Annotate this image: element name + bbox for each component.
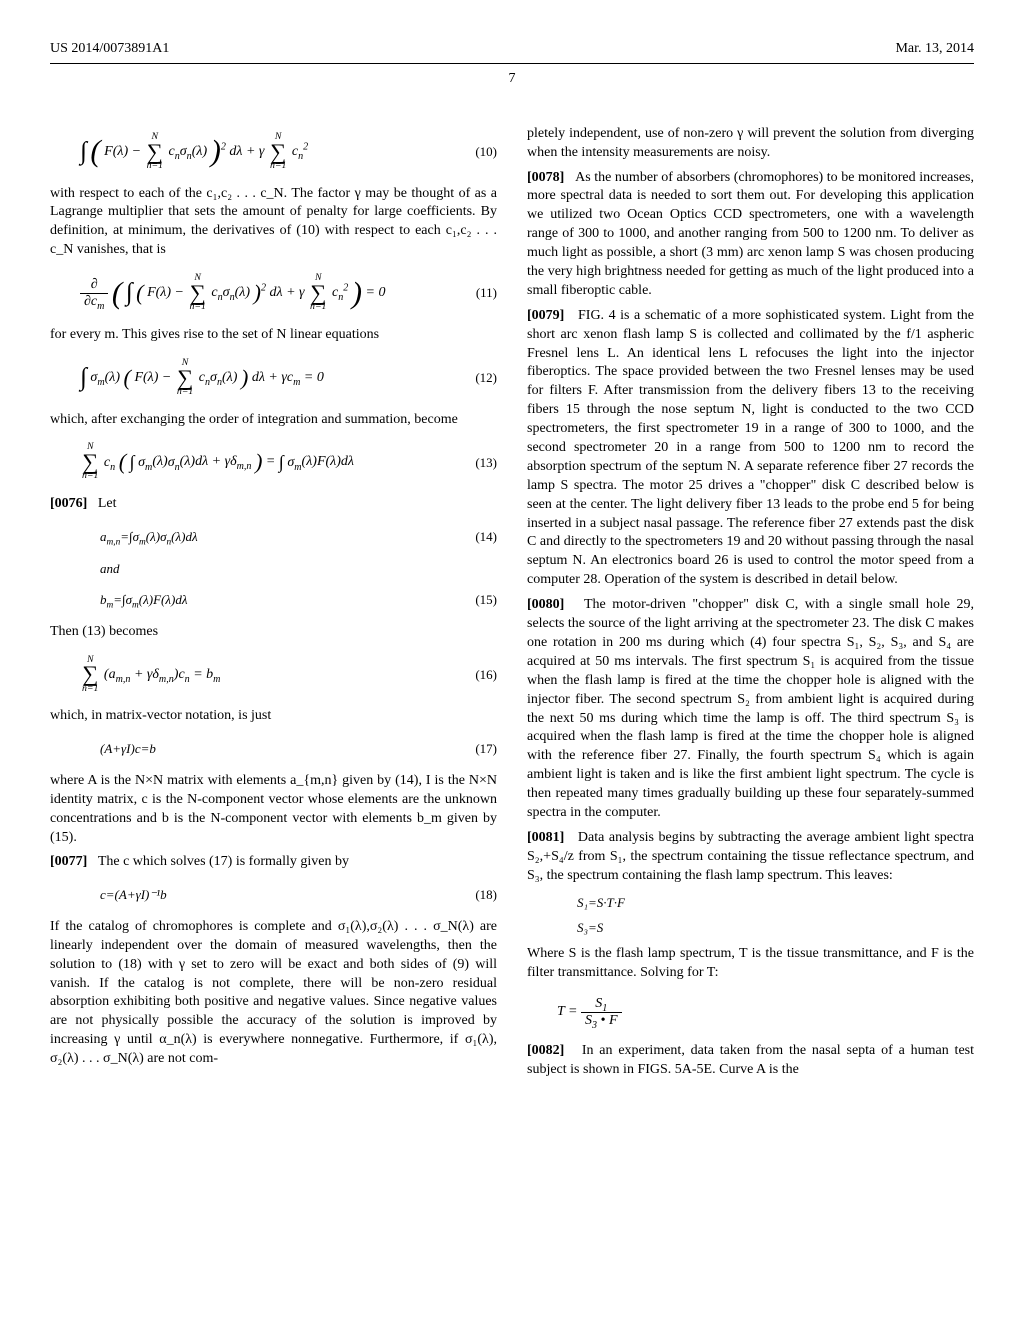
para-number: [0080] bbox=[527, 597, 564, 612]
page-number: 7 bbox=[50, 70, 974, 89]
para-text: Data analysis begins by subtracting the … bbox=[527, 830, 974, 883]
publication-date: Mar. 13, 2014 bbox=[895, 40, 974, 59]
page-header: US 2014/0073891A1 Mar. 13, 2014 bbox=[50, 40, 974, 64]
paragraph-78: [0078] As the number of absorbers (chrom… bbox=[527, 169, 974, 301]
eq-number: (18) bbox=[457, 886, 497, 904]
para-number: [0079] bbox=[527, 308, 564, 323]
paragraph-text: Where S is the flash lamp spectrum, T is… bbox=[527, 945, 974, 983]
paragraph-text: which, in matrix-vector notation, is jus… bbox=[50, 707, 497, 726]
paragraph-81: [0081] Data analysis begins by subtracti… bbox=[527, 829, 974, 886]
para-text: The motor-driven "chopper" disk C, with … bbox=[527, 597, 974, 820]
equation-17: (A+γI)c=b (17) bbox=[50, 740, 497, 758]
equation-15: bm=∫σm(λ)F(λ)dλ (15) bbox=[50, 591, 497, 609]
paragraph-text: If the catalog of chromophores is comple… bbox=[50, 918, 497, 1069]
eq-number: (15) bbox=[457, 591, 497, 609]
para-number: [0076] bbox=[50, 496, 87, 511]
equation-13: N∑n=1 cn ( ∫ σm(λ)σn(λ)dλ + γδm,n ) = ∫ … bbox=[50, 443, 497, 481]
para-number: [0077] bbox=[50, 854, 87, 869]
paragraph-text: which, after exchanging the order of int… bbox=[50, 411, 497, 430]
equation-s3: S₃=S bbox=[527, 919, 974, 937]
para-text: Let bbox=[98, 496, 117, 511]
para-text: In an experiment, data taken from the na… bbox=[527, 1043, 974, 1077]
paragraph-79: [0079] FIG. 4 is a schematic of a more s… bbox=[527, 307, 974, 590]
equation-14: am,n=∫σm(λ)σn(λ)dλ (14) bbox=[50, 528, 497, 546]
and-text: and bbox=[50, 560, 497, 578]
equation-11: ∂∂cm ( ∫ ( F(λ) − N∑n=1 cnσn(λ) )2 dλ + … bbox=[50, 274, 497, 312]
paragraph-77: [0077] The c which solves (17) is formal… bbox=[50, 853, 497, 872]
then-text: Then (13) becomes bbox=[50, 623, 497, 642]
para-number: [0081] bbox=[527, 830, 564, 845]
para-text: The c which solves (17) is formally give… bbox=[98, 854, 349, 869]
paragraph-76: [0076] Let bbox=[50, 495, 497, 514]
paragraph-82: [0082] In an experiment, data taken from… bbox=[527, 1042, 974, 1080]
paragraph-80: [0080] The motor-driven "chopper" disk C… bbox=[527, 596, 974, 823]
equation-12: ∫ σm(λ) ( F(λ) − N∑n=1 cnσn(λ) ) dλ + γc… bbox=[50, 359, 497, 397]
eq-number: (10) bbox=[457, 143, 497, 161]
publication-number: US 2014/0073891A1 bbox=[50, 40, 169, 59]
equation-s1: S₁=S·T·F bbox=[527, 894, 974, 912]
paragraph-text: for every m. This gives rise to the set … bbox=[50, 326, 497, 345]
equation-T: T = S1 S3 • F bbox=[527, 996, 974, 1028]
eq-number: (11) bbox=[457, 284, 497, 302]
paragraph-continuation: pletely independent, use of non-zero γ w… bbox=[527, 125, 974, 163]
right-column: pletely independent, use of non-zero γ w… bbox=[527, 119, 974, 1086]
para-text: As the number of absorbers (chromophores… bbox=[527, 170, 974, 298]
eq-number: (12) bbox=[457, 369, 497, 387]
eq-number: (16) bbox=[457, 666, 497, 684]
equation-18: c=(A+γI)⁻¹b (18) bbox=[50, 886, 497, 904]
equation-16: N∑n=1 (am,n + γδm,n)cn = bm (16) bbox=[50, 656, 497, 694]
para-number: [0078] bbox=[527, 170, 564, 185]
equation-10: ∫ ( F(λ) − N∑n=1 cnσn(λ) )2 dλ + γ N∑n=1… bbox=[50, 133, 497, 171]
para-text: FIG. 4 is a schematic of a more sophisti… bbox=[527, 308, 974, 587]
eq-number: (13) bbox=[457, 454, 497, 472]
eq-number: (17) bbox=[457, 740, 497, 758]
two-column-layout: ∫ ( F(λ) − N∑n=1 cnσn(λ) )2 dλ + γ N∑n=1… bbox=[50, 119, 974, 1086]
eq-number: (14) bbox=[457, 528, 497, 546]
paragraph-text: where A is the N×N matrix with elements … bbox=[50, 772, 497, 848]
left-column: ∫ ( F(λ) − N∑n=1 cnσn(λ) )2 dλ + γ N∑n=1… bbox=[50, 119, 497, 1086]
para-number: [0082] bbox=[527, 1043, 564, 1058]
paragraph-text: with respect to each of the c₁,c₂ . . . … bbox=[50, 185, 497, 261]
